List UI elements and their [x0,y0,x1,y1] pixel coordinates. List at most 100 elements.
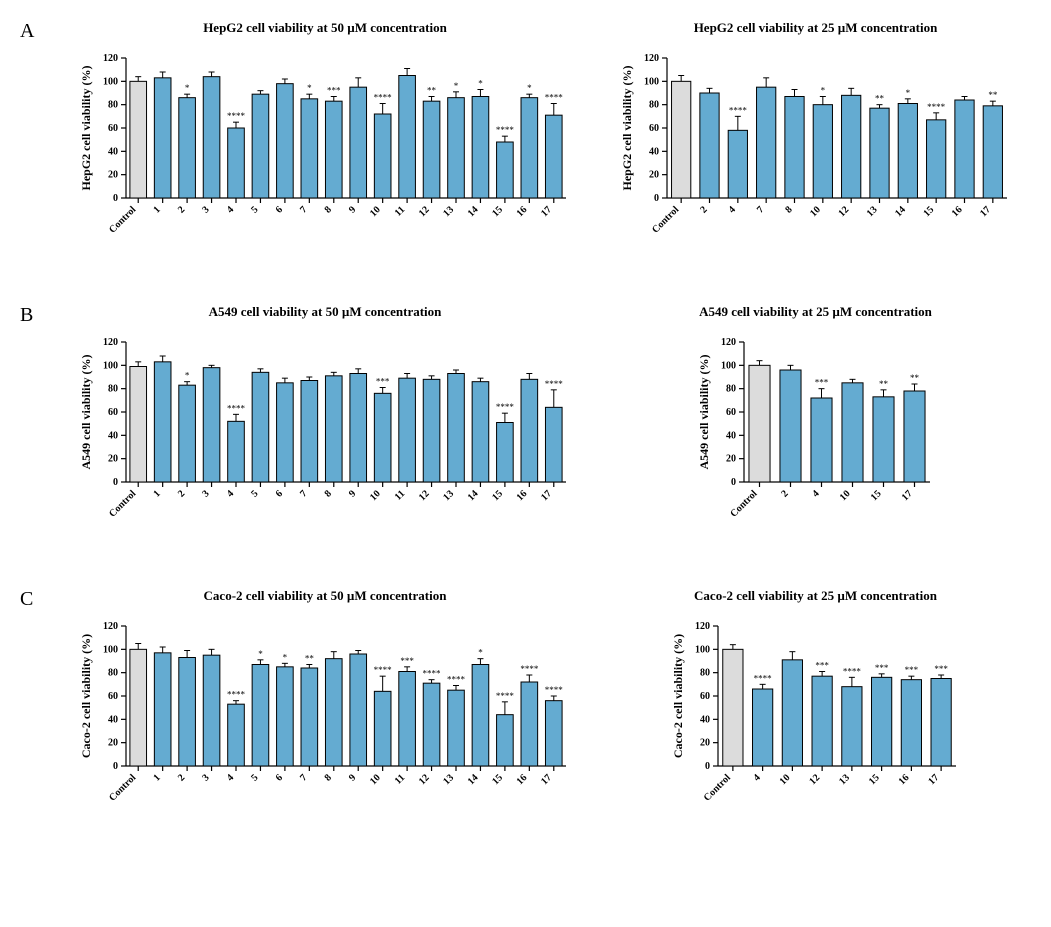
svg-text:80: 80 [700,668,710,679]
svg-text:****: **** [842,666,861,676]
svg-text:3: 3 [200,204,211,215]
svg-text:4: 4 [225,772,236,783]
svg-text:100: 100 [721,360,736,371]
svg-text:A549 cell viability (%): A549 cell viability (%) [697,355,711,470]
svg-text:17: 17 [539,204,554,219]
svg-text:15: 15 [921,204,936,219]
svg-text:1: 1 [151,772,162,783]
chart-title: HepG2 cell viability at 25 µM concentrat… [694,20,938,36]
svg-text:10: 10 [368,488,383,503]
svg-text:*: * [478,79,483,89]
svg-text:16: 16 [515,488,530,503]
svg-text:60: 60 [108,407,118,418]
chart-title: HepG2 cell viability at 50 µM concentrat… [203,20,447,36]
svg-text:6: 6 [274,772,285,783]
svg-text:8: 8 [323,488,334,499]
svg-text:****: **** [227,111,246,121]
svg-text:***: *** [814,378,828,388]
svg-text:****: **** [545,93,564,103]
svg-text:20: 20 [108,170,118,181]
svg-text:***: *** [874,663,888,673]
chart-title: Caco-2 cell viability at 50 µM concentra… [204,588,447,604]
svg-text:17: 17 [539,488,554,503]
svg-text:120: 120 [103,621,118,632]
svg-text:1: 1 [151,204,162,215]
svg-text:****: **** [520,664,539,674]
svg-text:6: 6 [274,204,285,215]
svg-text:**: ** [879,379,889,389]
svg-text:13: 13 [837,772,852,787]
svg-text:5: 5 [249,772,260,783]
svg-text:100: 100 [103,644,118,655]
svg-text:100: 100 [695,644,710,655]
svg-text:***: *** [376,377,390,387]
svg-text:17: 17 [899,488,914,503]
svg-text:****: **** [927,102,946,112]
chart-right: Caco-2 cell viability at 25 µM concentra… [600,588,1031,832]
svg-text:15: 15 [490,204,505,219]
svg-text:1: 1 [151,488,162,499]
svg-text:Control: Control [107,488,138,519]
svg-text:2: 2 [176,204,187,215]
svg-text:14: 14 [466,488,481,503]
svg-text:120: 120 [695,621,710,632]
chart-left: A549 cell viability at 50 µM concentrati… [50,304,600,548]
svg-text:4: 4 [225,204,236,215]
svg-text:120: 120 [721,337,736,348]
svg-text:120: 120 [103,337,118,348]
svg-text:**: ** [988,90,998,100]
svg-text:100: 100 [103,76,118,87]
svg-text:40: 40 [700,714,710,725]
svg-text:****: **** [496,125,515,135]
svg-text:20: 20 [726,454,736,465]
svg-text:****: **** [545,379,564,389]
svg-text:4: 4 [726,204,737,215]
svg-text:13: 13 [864,204,879,219]
svg-text:***: *** [327,86,341,96]
svg-text:Control: Control [650,204,681,235]
svg-text:11: 11 [393,488,407,502]
svg-text:15: 15 [866,772,881,787]
svg-text:80: 80 [649,100,659,111]
svg-text:20: 20 [649,170,659,181]
svg-text:***: *** [904,665,918,675]
svg-text:**: ** [427,86,437,96]
svg-text:0: 0 [113,193,118,204]
svg-text:Control: Control [107,204,138,235]
svg-text:13: 13 [441,204,456,219]
svg-text:*: * [527,83,532,93]
svg-text:****: **** [423,669,442,679]
svg-text:7: 7 [298,204,309,215]
svg-text:*: * [454,81,459,91]
svg-text:60: 60 [108,123,118,134]
svg-text:15: 15 [490,488,505,503]
chart-left: Caco-2 cell viability at 50 µM concentra… [50,588,600,832]
svg-text:9: 9 [347,204,358,215]
svg-text:40: 40 [649,146,659,157]
svg-text:100: 100 [103,360,118,371]
svg-text:10: 10 [368,204,383,219]
svg-text:**: ** [875,94,885,104]
svg-text:****: **** [496,691,515,701]
svg-text:A549 cell viability (%): A549 cell viability (%) [79,355,93,470]
svg-text:****: **** [496,402,515,412]
svg-text:16: 16 [515,204,530,219]
svg-text:100: 100 [644,76,659,87]
svg-text:****: **** [545,685,564,695]
svg-text:12: 12 [836,204,851,219]
svg-text:HepG2 cell viability (%): HepG2 cell viability (%) [79,66,93,191]
svg-text:****: **** [374,93,393,103]
svg-text:120: 120 [644,53,659,64]
svg-text:***: *** [815,661,829,671]
svg-text:11: 11 [393,204,407,218]
svg-text:5: 5 [249,488,260,499]
svg-text:20: 20 [700,738,710,749]
svg-text:2: 2 [779,488,790,499]
svg-text:15: 15 [868,488,883,503]
svg-text:3: 3 [200,772,211,783]
svg-text:12: 12 [807,772,822,787]
svg-text:*: * [905,88,910,98]
svg-text:8: 8 [783,204,794,215]
svg-text:12: 12 [417,772,432,787]
svg-text:8: 8 [323,204,334,215]
